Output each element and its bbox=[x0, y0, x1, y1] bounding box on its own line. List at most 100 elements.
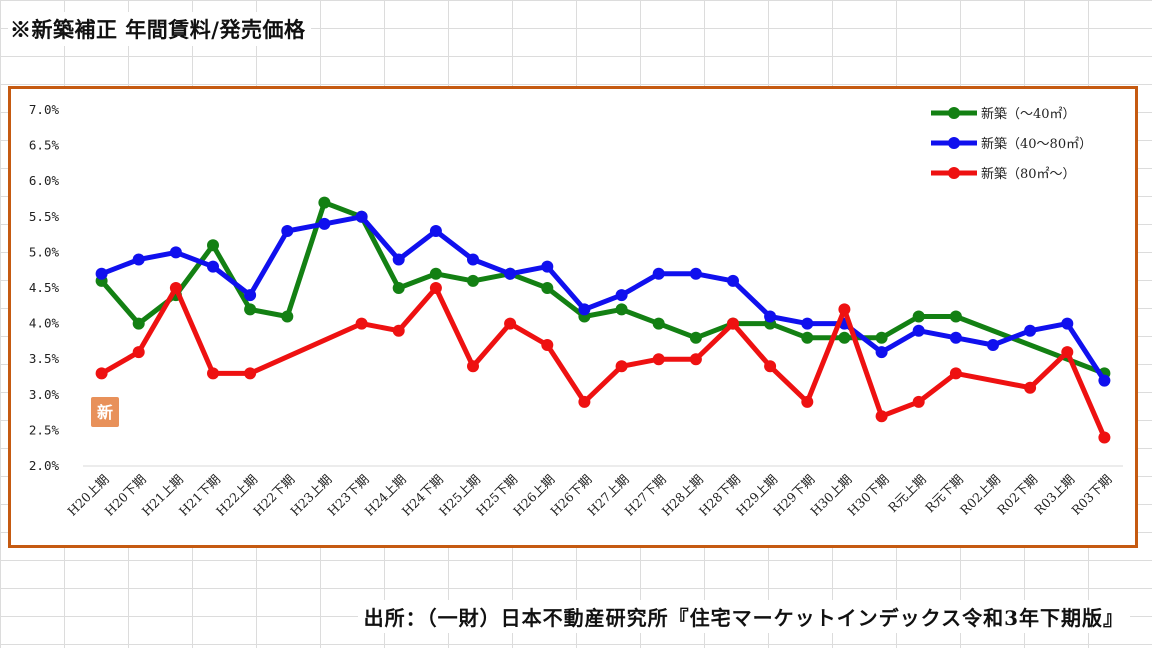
data-point bbox=[578, 303, 591, 316]
legend-marker bbox=[948, 107, 960, 119]
data-point bbox=[429, 267, 442, 280]
data-point bbox=[281, 310, 294, 323]
data-point bbox=[652, 353, 665, 366]
new-badge-background bbox=[91, 397, 119, 427]
new-badge-icon: 新 bbox=[91, 397, 119, 427]
data-point bbox=[949, 331, 962, 344]
data-point bbox=[541, 282, 554, 294]
data-point bbox=[1098, 431, 1111, 444]
y-tick-label: 5.0% bbox=[29, 244, 60, 259]
line-chart: 7.0% 6.5% 6.0% 5.5% 5.0% 4.5% 4.0% 3.5% 3.0% 2.5%… bbox=[29, 102, 1123, 519]
x-tick-label: R02下期 bbox=[994, 472, 1040, 518]
data-point bbox=[392, 253, 405, 266]
legend-marker bbox=[948, 137, 960, 149]
series-3 bbox=[95, 282, 1111, 444]
data-point bbox=[801, 317, 814, 330]
data-point bbox=[764, 310, 777, 323]
legend-item: 新築（80㎡～） bbox=[931, 166, 1076, 182]
data-point bbox=[281, 225, 294, 237]
new-badge-text: 新 bbox=[97, 403, 113, 422]
data-point bbox=[318, 196, 331, 209]
data-point bbox=[132, 317, 145, 330]
y-tick-label: 6.5% bbox=[29, 138, 60, 153]
data-point bbox=[949, 310, 962, 323]
series-1 bbox=[95, 196, 1111, 380]
data-point bbox=[1098, 374, 1111, 387]
legend-item: 新築（40～80㎡） bbox=[931, 136, 1092, 152]
data-point bbox=[355, 210, 368, 223]
data-point bbox=[652, 267, 665, 280]
data-point bbox=[392, 282, 405, 294]
data-point bbox=[355, 317, 368, 330]
data-point bbox=[615, 303, 628, 316]
chart-frame: 7.0% 6.5% 6.0% 5.5% 5.0% 4.5% 4.0% 3.5% 3.0% 2.5%… bbox=[8, 86, 1138, 548]
data-point bbox=[541, 260, 554, 273]
data-point bbox=[392, 324, 405, 337]
data-point bbox=[578, 395, 591, 408]
data-point bbox=[912, 395, 925, 408]
data-point bbox=[467, 360, 479, 373]
y-axis: 7.0% 6.5% 6.0% 5.5% 5.0% 4.5% 4.0% 3.5% 3.0% 2.5%… bbox=[29, 102, 60, 473]
y-tick-label: 2.5% bbox=[29, 422, 60, 437]
legend-marker bbox=[948, 167, 960, 179]
data-point bbox=[949, 367, 962, 380]
data-point bbox=[169, 282, 182, 294]
data-point bbox=[504, 317, 517, 330]
data-point bbox=[207, 239, 219, 252]
legend-label: 新築（～40㎡） bbox=[981, 106, 1076, 122]
data-point bbox=[132, 346, 145, 359]
data-point bbox=[169, 246, 182, 259]
data-point bbox=[429, 225, 442, 237]
y-tick-label: 5.5% bbox=[29, 209, 60, 224]
y-tick-label: 4.0% bbox=[29, 316, 60, 331]
data-point bbox=[467, 253, 479, 266]
x-axis: H20上期H20下期H21上期H21下期H22上期H22下期H23上期H23下期… bbox=[64, 465, 1123, 519]
data-point bbox=[875, 331, 888, 344]
data-point bbox=[615, 289, 628, 302]
y-tick-label: 4.5% bbox=[29, 280, 60, 295]
data-point bbox=[764, 360, 777, 373]
data-point bbox=[467, 274, 479, 287]
data-point bbox=[875, 410, 888, 423]
data-point bbox=[615, 360, 628, 373]
data-point bbox=[207, 260, 219, 273]
y-tick-label: 3.5% bbox=[29, 351, 60, 366]
data-point bbox=[838, 331, 851, 344]
data-point bbox=[244, 289, 257, 302]
data-point bbox=[689, 353, 702, 366]
data-point bbox=[207, 367, 219, 380]
data-point bbox=[987, 339, 999, 351]
data-point bbox=[801, 395, 814, 408]
data-point bbox=[95, 267, 108, 280]
x-tick-label: R元上期 bbox=[885, 472, 929, 516]
data-point bbox=[429, 282, 442, 294]
data-point bbox=[1024, 381, 1037, 394]
data-point bbox=[1061, 317, 1074, 330]
legend: 新築（～40㎡） 新築（40～80㎡） 新築（80㎡～） bbox=[931, 106, 1092, 182]
page-title: ※新築補正 年間賃料/発売価格 bbox=[8, 12, 312, 46]
data-point bbox=[132, 253, 145, 266]
y-tick-label: 7.0% bbox=[29, 102, 60, 117]
series-lines bbox=[95, 196, 1111, 444]
y-tick-label: 6.0% bbox=[29, 173, 60, 188]
data-point bbox=[912, 324, 925, 337]
data-point bbox=[912, 310, 925, 323]
data-point bbox=[95, 367, 108, 380]
series-2 bbox=[95, 210, 1111, 387]
data-point bbox=[318, 217, 331, 230]
y-tick-label: 3.0% bbox=[29, 387, 60, 402]
data-point bbox=[504, 267, 517, 280]
series-line bbox=[99, 214, 1107, 384]
x-tick-label: R03上期 bbox=[1031, 472, 1077, 518]
data-point bbox=[838, 303, 851, 316]
source-note: 出所：（一財）日本不動産研究所『住宅マーケットインデックス令和3年下期版』 bbox=[357, 600, 1130, 633]
data-point bbox=[244, 367, 257, 380]
data-point bbox=[541, 339, 554, 351]
data-point bbox=[244, 303, 257, 316]
data-point bbox=[875, 346, 888, 359]
x-tick-label: R03下期 bbox=[1068, 472, 1114, 518]
y-tick-label: 2.0% bbox=[29, 458, 60, 473]
data-point bbox=[689, 331, 702, 344]
legend-item: 新築（～40㎡） bbox=[931, 106, 1076, 122]
data-point bbox=[689, 267, 702, 280]
